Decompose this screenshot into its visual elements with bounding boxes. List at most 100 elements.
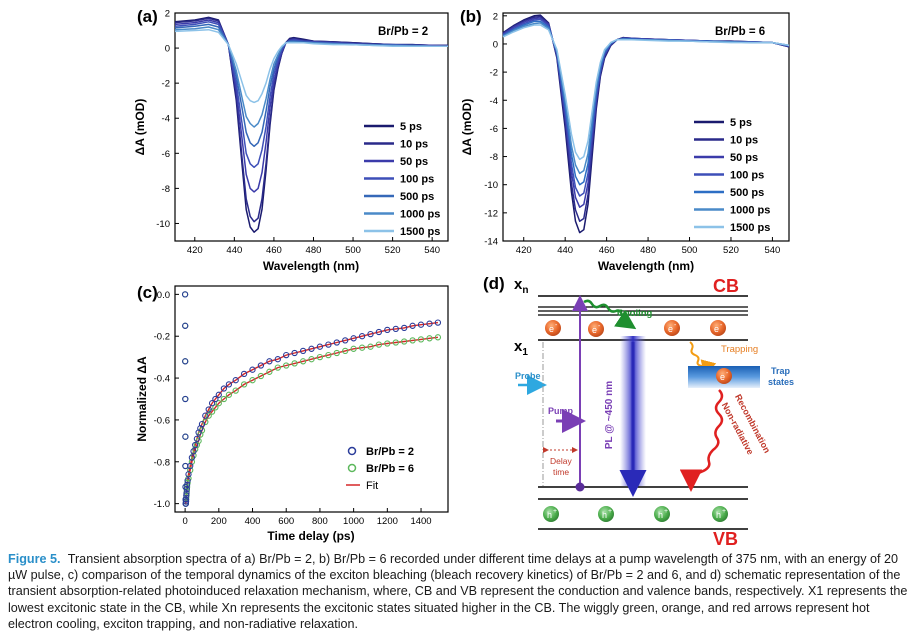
data-point	[232, 387, 239, 394]
figure-caption: Figure 5. Transient absorption spectra o…	[8, 551, 916, 632]
data-point	[183, 490, 190, 497]
panel-b-yticks: 2 0 -2 -4 -6 -8 -10 -12 -14	[484, 11, 507, 248]
svg-text:-: -	[726, 370, 729, 377]
data-point	[426, 335, 433, 342]
data-point	[183, 485, 190, 493]
panel-c-series	[181, 291, 442, 507]
data-point	[392, 325, 399, 333]
panel-c-xticks: 0 200 400 600 800 1000 1200 1400	[182, 508, 432, 527]
data-point	[182, 395, 189, 403]
legend-label: Br/Pb = 6	[366, 463, 414, 475]
x-tick-label: 1400	[410, 516, 431, 527]
x-tick-label: 500	[682, 245, 698, 256]
data-point	[409, 322, 416, 329]
panel-d-schematic: (d) xn x1 CB VB e- e- e- e- h + h + h + h + …	[483, 274, 794, 548]
fit-line	[185, 321, 438, 505]
data-point	[392, 339, 399, 346]
panel-b: (b) Br/Pb = 6 Wavelength (nm) ΔA (mOD) 4…	[460, 7, 790, 273]
data-point	[198, 420, 206, 428]
panel-d-label: (d)	[483, 274, 505, 293]
data-point	[215, 400, 222, 407]
y-tick-label: 0	[493, 39, 498, 50]
panel-a-series	[174, 16, 449, 233]
x-tick-label: 200	[211, 516, 227, 527]
delay-label-1: Delay	[550, 456, 572, 466]
data-point	[342, 337, 349, 344]
panel-c-legend: Br/Pb = 2 Br/Pb = 6 Fit	[346, 446, 414, 492]
data-point	[220, 395, 228, 403]
panel-a-ylabel: ΔA (mOD)	[133, 99, 147, 156]
series-line	[174, 28, 448, 104]
panel-b-xlabel: Wavelength (nm)	[598, 259, 694, 273]
y-tick-label: -0.4	[154, 374, 170, 385]
data-point	[325, 351, 332, 359]
delay-label-2: time	[553, 467, 569, 477]
data-point	[291, 349, 298, 357]
data-point	[434, 334, 442, 341]
hole: h +	[598, 506, 614, 522]
data-point	[240, 370, 248, 378]
panel-c-ylabel: Normalized ΔA	[135, 356, 149, 442]
data-point	[220, 385, 228, 392]
caption-text: Transient absorption spectra of a) Br/Pb…	[8, 552, 908, 631]
data-point	[205, 406, 212, 413]
y-tick-label: -0.2	[154, 332, 170, 343]
svg-text:+: +	[722, 508, 726, 515]
data-point	[193, 435, 201, 442]
data-point	[375, 328, 383, 336]
probe-label: Probe	[515, 371, 541, 381]
legend-label: 100 ps	[400, 174, 434, 186]
data-point	[183, 492, 190, 499]
electron: e-	[588, 321, 604, 337]
svg-text:h: h	[602, 510, 607, 520]
panel-c: (c) Time delay (ps) Normalized ΔA 0 200 40…	[135, 283, 449, 543]
svg-text:h: h	[716, 510, 721, 520]
y-tick-label: -0.6	[154, 415, 170, 426]
x-tick-label: 460	[599, 245, 615, 256]
electron: e-	[664, 320, 680, 336]
data-point	[401, 338, 408, 345]
hole: h +	[712, 506, 728, 522]
legend-label: 1500 ps	[730, 222, 770, 234]
svg-text:e: e	[668, 324, 673, 334]
data-point	[299, 347, 307, 355]
legend-label: 50 ps	[730, 152, 758, 164]
data-point	[417, 336, 425, 343]
x-tick-label: 420	[516, 245, 532, 256]
y-tick-label: -2	[490, 68, 498, 79]
x-tick-label: 1200	[377, 516, 398, 527]
legend-label: 1000 ps	[730, 205, 770, 217]
panel-c-label: (c)	[137, 283, 158, 302]
nonradiative-arrow	[679, 389, 724, 492]
data-point	[192, 441, 199, 449]
legend-label: Fit	[366, 480, 378, 492]
data-point	[274, 364, 281, 371]
y-tick-label: -4	[162, 114, 170, 125]
data-point	[342, 347, 349, 355]
data-point	[358, 344, 366, 351]
x-tick-label: 1000	[343, 516, 364, 527]
data-point	[384, 340, 391, 347]
data-point	[190, 448, 197, 455]
svg-text:+: +	[553, 508, 557, 515]
data-point	[240, 381, 248, 388]
y-tick-label: -8	[162, 184, 170, 195]
y-tick-label: -14	[484, 237, 498, 248]
panel-b-legend: 5 ps 10 ps 50 ps 100 ps 500 ps 1000 ps 1500 ps	[694, 117, 770, 234]
svg-text:+: +	[608, 508, 612, 515]
data-point	[249, 366, 256, 373]
data-point	[291, 360, 298, 367]
electron: e-	[545, 320, 561, 336]
x-tick-label: 600	[278, 516, 294, 527]
legend-label: 5 ps	[730, 117, 752, 129]
legend-label: 1000 ps	[400, 209, 440, 221]
svg-text:e: e	[720, 372, 725, 382]
data-point	[205, 412, 212, 419]
panel-a-yticks: 2 0 -2 -4 -6 -8 -10	[156, 9, 179, 230]
y-tick-label: -0.8	[154, 457, 170, 468]
legend-label: 100 ps	[730, 170, 764, 182]
data-point	[182, 500, 189, 507]
data-point	[409, 337, 416, 344]
y-tick-label: -6	[490, 124, 498, 135]
data-point	[299, 358, 307, 365]
